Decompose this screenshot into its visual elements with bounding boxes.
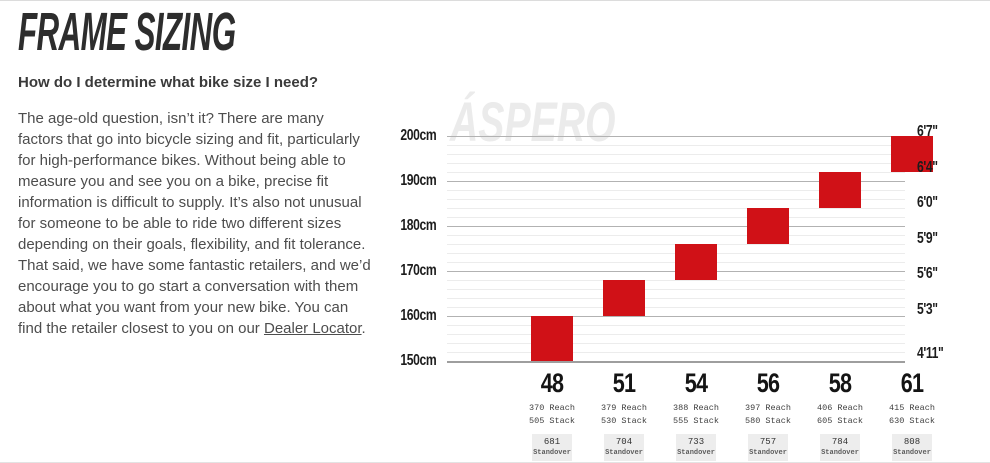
size-label: 51 bbox=[612, 368, 636, 398]
reach-value: 406 Reach bbox=[817, 403, 863, 413]
axis-label-right: 6'0" bbox=[917, 194, 938, 211]
minor-gridline bbox=[447, 298, 905, 299]
chart-bar bbox=[675, 244, 717, 280]
frame-sizing-chart: ÁSPERO 200cm 190cm 180cm 170cm 160cm 150cm 6'… bbox=[390, 90, 990, 462]
size-column: 51 379 Reach 530 Stack 704 Standover bbox=[592, 368, 656, 461]
axis-label-right: 6'7" bbox=[917, 123, 938, 140]
sizing-body-paragraph: The age-old question, isn’t it? There ar… bbox=[18, 108, 372, 339]
standover-label: Standover bbox=[821, 449, 859, 457]
major-gridline bbox=[447, 181, 905, 182]
body-suffix: . bbox=[361, 320, 366, 337]
minor-gridline bbox=[447, 325, 905, 326]
standover-value: 704 bbox=[615, 437, 633, 447]
major-gridline bbox=[447, 136, 905, 137]
size-column: 48 370 Reach 505 Stack 681 Standover bbox=[520, 368, 584, 461]
axis-label-left: 200cm bbox=[400, 127, 437, 144]
body-text: The age-old question, isn’t it? There ar… bbox=[18, 110, 371, 337]
minor-gridline bbox=[447, 217, 905, 218]
size-column: 54 388 Reach 555 Stack 733 Standover bbox=[664, 368, 728, 461]
axis-label-left: 180cm bbox=[400, 217, 437, 234]
standover-box: 733 Standover bbox=[676, 434, 716, 461]
standover-box: 681 Standover bbox=[532, 434, 572, 461]
major-gridline bbox=[447, 316, 905, 317]
minor-gridline bbox=[447, 199, 905, 200]
standover-value: 733 bbox=[687, 437, 705, 447]
minor-gridline bbox=[447, 343, 905, 344]
chart-bar bbox=[531, 316, 573, 361]
aspero-watermark: ÁSPERO bbox=[450, 90, 616, 153]
minor-gridline bbox=[447, 235, 905, 236]
axis-label-right: 6'4" bbox=[917, 159, 938, 176]
standover-value: 808 bbox=[903, 437, 921, 447]
stack-value: 530 Stack bbox=[601, 416, 647, 426]
minor-gridline bbox=[447, 334, 905, 335]
minor-gridline bbox=[447, 352, 905, 353]
standover-value: 681 bbox=[543, 437, 561, 447]
size-column: 56 397 Reach 580 Stack 757 Standover bbox=[736, 368, 800, 461]
axis-label-right: 4'11" bbox=[917, 345, 944, 362]
standover-value: 784 bbox=[831, 437, 849, 447]
minor-gridline bbox=[447, 154, 905, 155]
standover-box: 757 Standover bbox=[748, 434, 788, 461]
major-gridline bbox=[447, 361, 905, 363]
minor-gridline bbox=[447, 190, 905, 191]
minor-gridline bbox=[447, 172, 905, 173]
standover-label: Standover bbox=[677, 449, 715, 457]
standover-box: 704 Standover bbox=[604, 434, 644, 461]
axis-label-left: 190cm bbox=[400, 172, 437, 189]
chart-plot-area bbox=[447, 136, 933, 363]
standover-label: Standover bbox=[749, 449, 787, 457]
chart-bar bbox=[747, 208, 789, 244]
stack-value: 605 Stack bbox=[817, 416, 863, 426]
minor-gridline bbox=[447, 208, 905, 209]
reach-value: 415 Reach bbox=[889, 403, 935, 413]
reach-value: 379 Reach bbox=[601, 403, 647, 413]
stack-value: 630 Stack bbox=[889, 416, 935, 426]
minor-gridline bbox=[447, 163, 905, 164]
axis-label-left: 150cm bbox=[400, 352, 437, 369]
axis-label-right: 5'9" bbox=[917, 230, 938, 247]
page-title: FRAME SIZING bbox=[18, 2, 236, 62]
stack-value: 555 Stack bbox=[673, 416, 719, 426]
chart-bar bbox=[819, 172, 861, 208]
size-label: 58 bbox=[828, 368, 852, 398]
reach-value: 388 Reach bbox=[673, 403, 719, 413]
size-label: 56 bbox=[756, 368, 780, 398]
dealer-locator-link[interactable]: Dealer Locator bbox=[263, 320, 362, 337]
axis-label-right: 5'6" bbox=[917, 265, 938, 282]
axis-label-left: 170cm bbox=[400, 262, 437, 279]
stack-value: 505 Stack bbox=[529, 416, 575, 426]
minor-gridline bbox=[447, 280, 905, 281]
standover-label: Standover bbox=[533, 449, 571, 457]
axis-label-left: 160cm bbox=[400, 307, 437, 324]
sizing-question-heading: How do I determine what bike size I need… bbox=[18, 74, 319, 91]
size-column: 61 415 Reach 630 Stack 808 Standover bbox=[880, 368, 944, 461]
standover-box: 784 Standover bbox=[820, 434, 860, 461]
standover-label: Standover bbox=[605, 449, 643, 457]
size-label: 54 bbox=[684, 368, 708, 398]
size-column: 58 406 Reach 605 Stack 784 Standover bbox=[808, 368, 872, 461]
reach-value: 397 Reach bbox=[745, 403, 791, 413]
standover-value: 757 bbox=[759, 437, 777, 447]
chart-bar bbox=[891, 136, 933, 172]
size-label: 48 bbox=[540, 368, 564, 398]
chart-bar bbox=[603, 280, 645, 316]
axis-label-right: 5'3" bbox=[917, 301, 938, 318]
size-label: 61 bbox=[900, 368, 924, 398]
minor-gridline bbox=[447, 289, 905, 290]
reach-value: 370 Reach bbox=[529, 403, 575, 413]
minor-gridline bbox=[447, 307, 905, 308]
minor-gridline bbox=[447, 145, 905, 146]
stack-value: 580 Stack bbox=[745, 416, 791, 426]
standover-box: 808 Standover bbox=[892, 434, 932, 461]
major-gridline bbox=[447, 226, 905, 227]
standover-label: Standover bbox=[893, 449, 931, 457]
